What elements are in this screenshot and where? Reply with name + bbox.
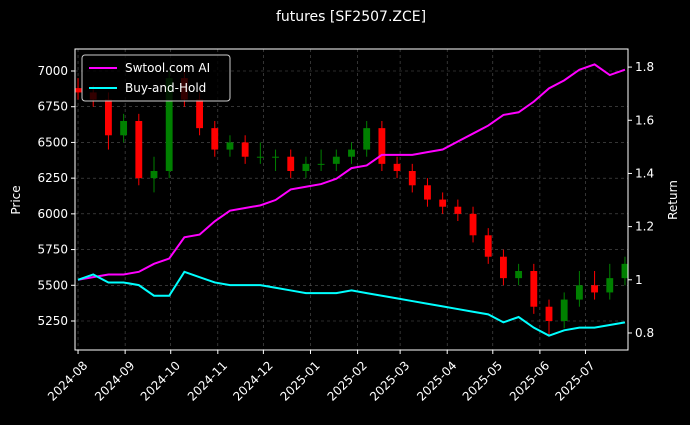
candle-body (272, 156, 279, 158)
candle-body (135, 121, 143, 179)
y2-tick-label: 1.2 (635, 220, 654, 234)
candle-body (363, 128, 371, 150)
candle-body (165, 78, 173, 171)
y-tick-label: 6000 (37, 207, 68, 221)
candle-body (408, 171, 416, 186)
candle-body (424, 185, 431, 200)
candle-body (500, 256, 507, 279)
candle-body (332, 156, 340, 164)
candle-body (439, 199, 447, 207)
candle-body (591, 285, 598, 293)
chart-title: futures [SF2507.ZCE] (276, 9, 426, 25)
candle-body (484, 235, 492, 257)
candle-body (378, 128, 386, 164)
y-tick-label: 7000 (37, 64, 68, 78)
y2-tick-label: 0.8 (635, 326, 654, 340)
candle-body (545, 306, 553, 321)
candle-body (226, 142, 234, 150)
candle-body (150, 171, 158, 179)
candle-body (515, 271, 523, 279)
candle-body (606, 278, 614, 293)
y-tick-label: 5250 (37, 314, 68, 328)
y-tick-label: 5750 (37, 243, 68, 257)
legend-label: Swtool.com AI (125, 61, 210, 75)
candle-body (211, 128, 219, 150)
candle-body (74, 88, 82, 93)
legend-box (81, 54, 231, 102)
candle-body (621, 263, 629, 279)
candle-body (302, 163, 310, 171)
candle-body (105, 99, 112, 136)
candle-body (348, 149, 355, 157)
candle-body (575, 285, 583, 300)
candle-body (454, 206, 462, 214)
candle-body (256, 156, 264, 158)
line-series (77, 270, 626, 337)
y2-tick-label: 1.4 (635, 166, 654, 180)
candle-body (317, 163, 325, 165)
y-tick-label: 5500 (37, 278, 68, 292)
candle-body (241, 142, 249, 157)
y2-axis-label: Return (666, 180, 680, 220)
candle-body (469, 213, 477, 236)
candle-body (120, 121, 128, 136)
candle-body (196, 99, 203, 129)
y-axis-label: Price (9, 185, 23, 214)
y2-tick-label: 1.8 (635, 60, 654, 74)
plot-frame (74, 48, 629, 351)
y-tick-label: 6750 (37, 100, 68, 114)
line-series (77, 63, 626, 281)
y2-tick-label: 1.6 (635, 113, 654, 127)
y-tick-label: 6500 (37, 135, 68, 149)
y-tick-label: 6250 (37, 171, 68, 185)
candle-body (393, 163, 401, 171)
candle-body (530, 271, 538, 307)
legend-label: Buy-and-Hold (125, 81, 206, 95)
y2-tick-label: 1 (635, 273, 643, 287)
candle-body (560, 299, 568, 321)
candle-body (287, 156, 295, 171)
